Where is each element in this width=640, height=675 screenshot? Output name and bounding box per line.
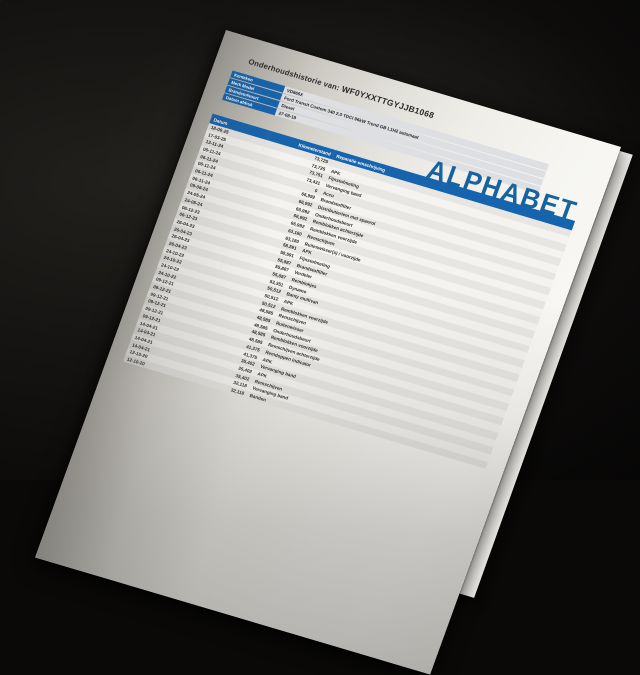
document-stage: Onderhoudshistorie van: WF0YXXTTGYJJB106… <box>35 30 633 675</box>
maintenance-history-document[interactable]: Onderhoudshistorie van: WF0YXXTTGYJJB106… <box>35 30 622 675</box>
